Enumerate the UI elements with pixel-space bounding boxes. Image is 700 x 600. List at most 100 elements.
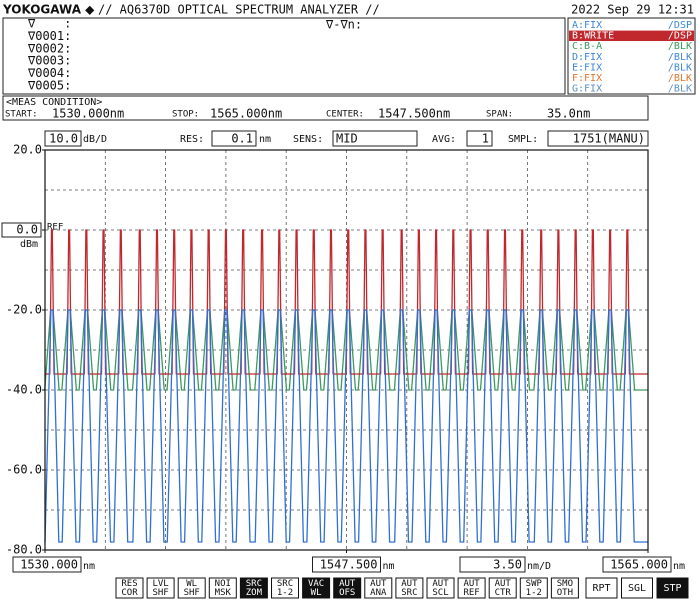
softkey[interactable] xyxy=(426,577,455,599)
softkey-top[interactable]: AUT xyxy=(463,579,480,589)
sweep-key-label[interactable]: STP xyxy=(663,583,681,594)
trace-mode[interactable]: /BLK xyxy=(668,73,692,84)
softkey-top[interactable]: SRC xyxy=(277,579,293,589)
softkey-top[interactable]: AUT xyxy=(401,579,418,589)
softkey[interactable] xyxy=(302,577,331,599)
softkey-top[interactable]: SWP xyxy=(526,579,543,589)
trace-mode[interactable]: /DSP xyxy=(668,20,692,31)
span-label: SPAN: xyxy=(486,110,513,120)
spectrum-peak xyxy=(356,309,375,543)
center-label: CENTER: xyxy=(326,110,364,120)
softkey-bottom[interactable]: OTH xyxy=(557,588,573,598)
softkey-bottom[interactable]: ANA xyxy=(370,588,387,598)
x-tick-box xyxy=(602,556,672,573)
sweep-key[interactable] xyxy=(621,577,653,599)
scale-box[interactable] xyxy=(44,130,82,147)
trace-mode[interactable]: /BLK xyxy=(668,52,692,63)
sens-box[interactable] xyxy=(332,130,418,147)
sens-label: SENS: xyxy=(293,134,323,145)
spectrum-peak xyxy=(148,309,166,543)
softkey-bottom[interactable]: SHF xyxy=(152,588,168,598)
x-tick-box xyxy=(12,556,82,573)
spectrum-peak xyxy=(339,309,357,543)
softkey-top[interactable]: LVL xyxy=(152,579,168,589)
sweep-key[interactable] xyxy=(656,577,689,599)
spectrum-peak xyxy=(531,309,550,543)
softkey[interactable] xyxy=(519,577,548,599)
softkey[interactable] xyxy=(457,577,486,599)
spectrum-peak xyxy=(60,309,78,543)
trace-mode[interactable]: /BLK xyxy=(668,41,692,52)
softkey-top[interactable]: VAC xyxy=(308,579,324,589)
trace-mode[interactable]: /DSP xyxy=(668,31,692,42)
softkey[interactable] xyxy=(208,577,237,599)
softkey-bottom[interactable]: ZOM xyxy=(246,588,263,598)
spectrum-peak xyxy=(549,309,567,543)
sweep-key-label[interactable]: SGL xyxy=(628,583,646,594)
spectrum-peak xyxy=(270,309,288,543)
trace-mode[interactable]: /BLK xyxy=(668,62,692,73)
spectrum-peak xyxy=(200,309,218,543)
sweep-key-label[interactable]: RPT xyxy=(592,583,610,594)
softkey-top[interactable]: AUT xyxy=(370,579,387,589)
softkey-top[interactable]: AUT xyxy=(432,579,449,589)
softkey-top[interactable]: NOI xyxy=(215,579,231,589)
softkey-top[interactable]: RES xyxy=(121,579,137,589)
softkey-bottom[interactable]: MSK xyxy=(215,588,232,598)
softkey-bottom[interactable]: CTR xyxy=(495,588,512,598)
softkey-bottom[interactable]: SHF xyxy=(184,588,200,598)
softkey-bottom[interactable]: WL xyxy=(311,588,322,598)
trace-label[interactable]: D:FIX xyxy=(572,52,602,63)
softkey[interactable] xyxy=(488,577,517,599)
y-unit: dBm xyxy=(20,239,38,250)
y-tick-label: -60.0 xyxy=(6,463,42,477)
sens-value: MID xyxy=(336,132,358,146)
softkey[interactable] xyxy=(333,577,362,599)
spectrum-peak xyxy=(44,309,61,543)
softkey[interactable] xyxy=(146,577,175,599)
smpl-box[interactable] xyxy=(547,130,649,147)
spectrum-peak xyxy=(77,309,95,543)
spectrum-peak xyxy=(410,309,428,543)
trace-label[interactable]: A:FIX xyxy=(572,20,602,31)
spectrum-peak xyxy=(322,309,340,543)
spectrum-peak xyxy=(513,309,532,543)
softkey-bottom[interactable]: COR xyxy=(121,588,138,598)
softkey-top[interactable]: SMO xyxy=(557,579,573,589)
spectrum-peak xyxy=(130,309,149,543)
y-tick-label: 20.0 xyxy=(13,143,42,157)
trace-label[interactable]: G:FIX xyxy=(572,84,602,95)
softkey[interactable] xyxy=(271,577,299,599)
datetime: 2022 Sep 29 12:31 xyxy=(571,3,694,17)
softkey-bottom[interactable]: 1-2 xyxy=(277,588,293,598)
softkey-top[interactable]: WL xyxy=(186,579,197,589)
softkey[interactable] xyxy=(395,577,424,599)
softkey-top[interactable]: AUT xyxy=(339,579,356,589)
trace-label[interactable]: F:FIX xyxy=(572,73,602,84)
avg-box[interactable] xyxy=(466,130,493,147)
softkey[interactable] xyxy=(115,577,144,599)
trace-label[interactable]: C:B-A xyxy=(572,41,602,52)
softkey-top[interactable]: SRC xyxy=(246,579,262,589)
softkey[interactable] xyxy=(364,577,393,599)
res-box[interactable] xyxy=(211,130,257,147)
x-unit: nm xyxy=(383,561,395,572)
spectrum-peak xyxy=(427,309,445,543)
softkey-top[interactable]: AUT xyxy=(495,579,512,589)
softkey-bottom[interactable]: REF xyxy=(463,588,479,598)
softkey[interactable] xyxy=(550,577,579,599)
softkey[interactable] xyxy=(177,577,206,599)
softkey-bottom[interactable]: 1-2 xyxy=(526,588,542,598)
spectrum-peak xyxy=(584,309,602,543)
instrument-title: // AQ6370D OPTICAL SPECTRUM ANALYZER // xyxy=(98,3,380,17)
sweep-key[interactable] xyxy=(585,577,618,599)
softkey-bottom[interactable]: SCL xyxy=(432,588,448,598)
x-tick-label: 1530.000 xyxy=(20,558,78,572)
softkey-bottom[interactable]: OFS xyxy=(339,588,355,598)
trace-label[interactable]: B:WRITE xyxy=(572,31,614,42)
softkey-bottom[interactable]: SRC xyxy=(401,588,417,598)
softkey[interactable] xyxy=(239,577,268,599)
trace-mode[interactable]: /BLK xyxy=(668,84,692,95)
trace-label[interactable]: E:FIX xyxy=(572,62,602,73)
